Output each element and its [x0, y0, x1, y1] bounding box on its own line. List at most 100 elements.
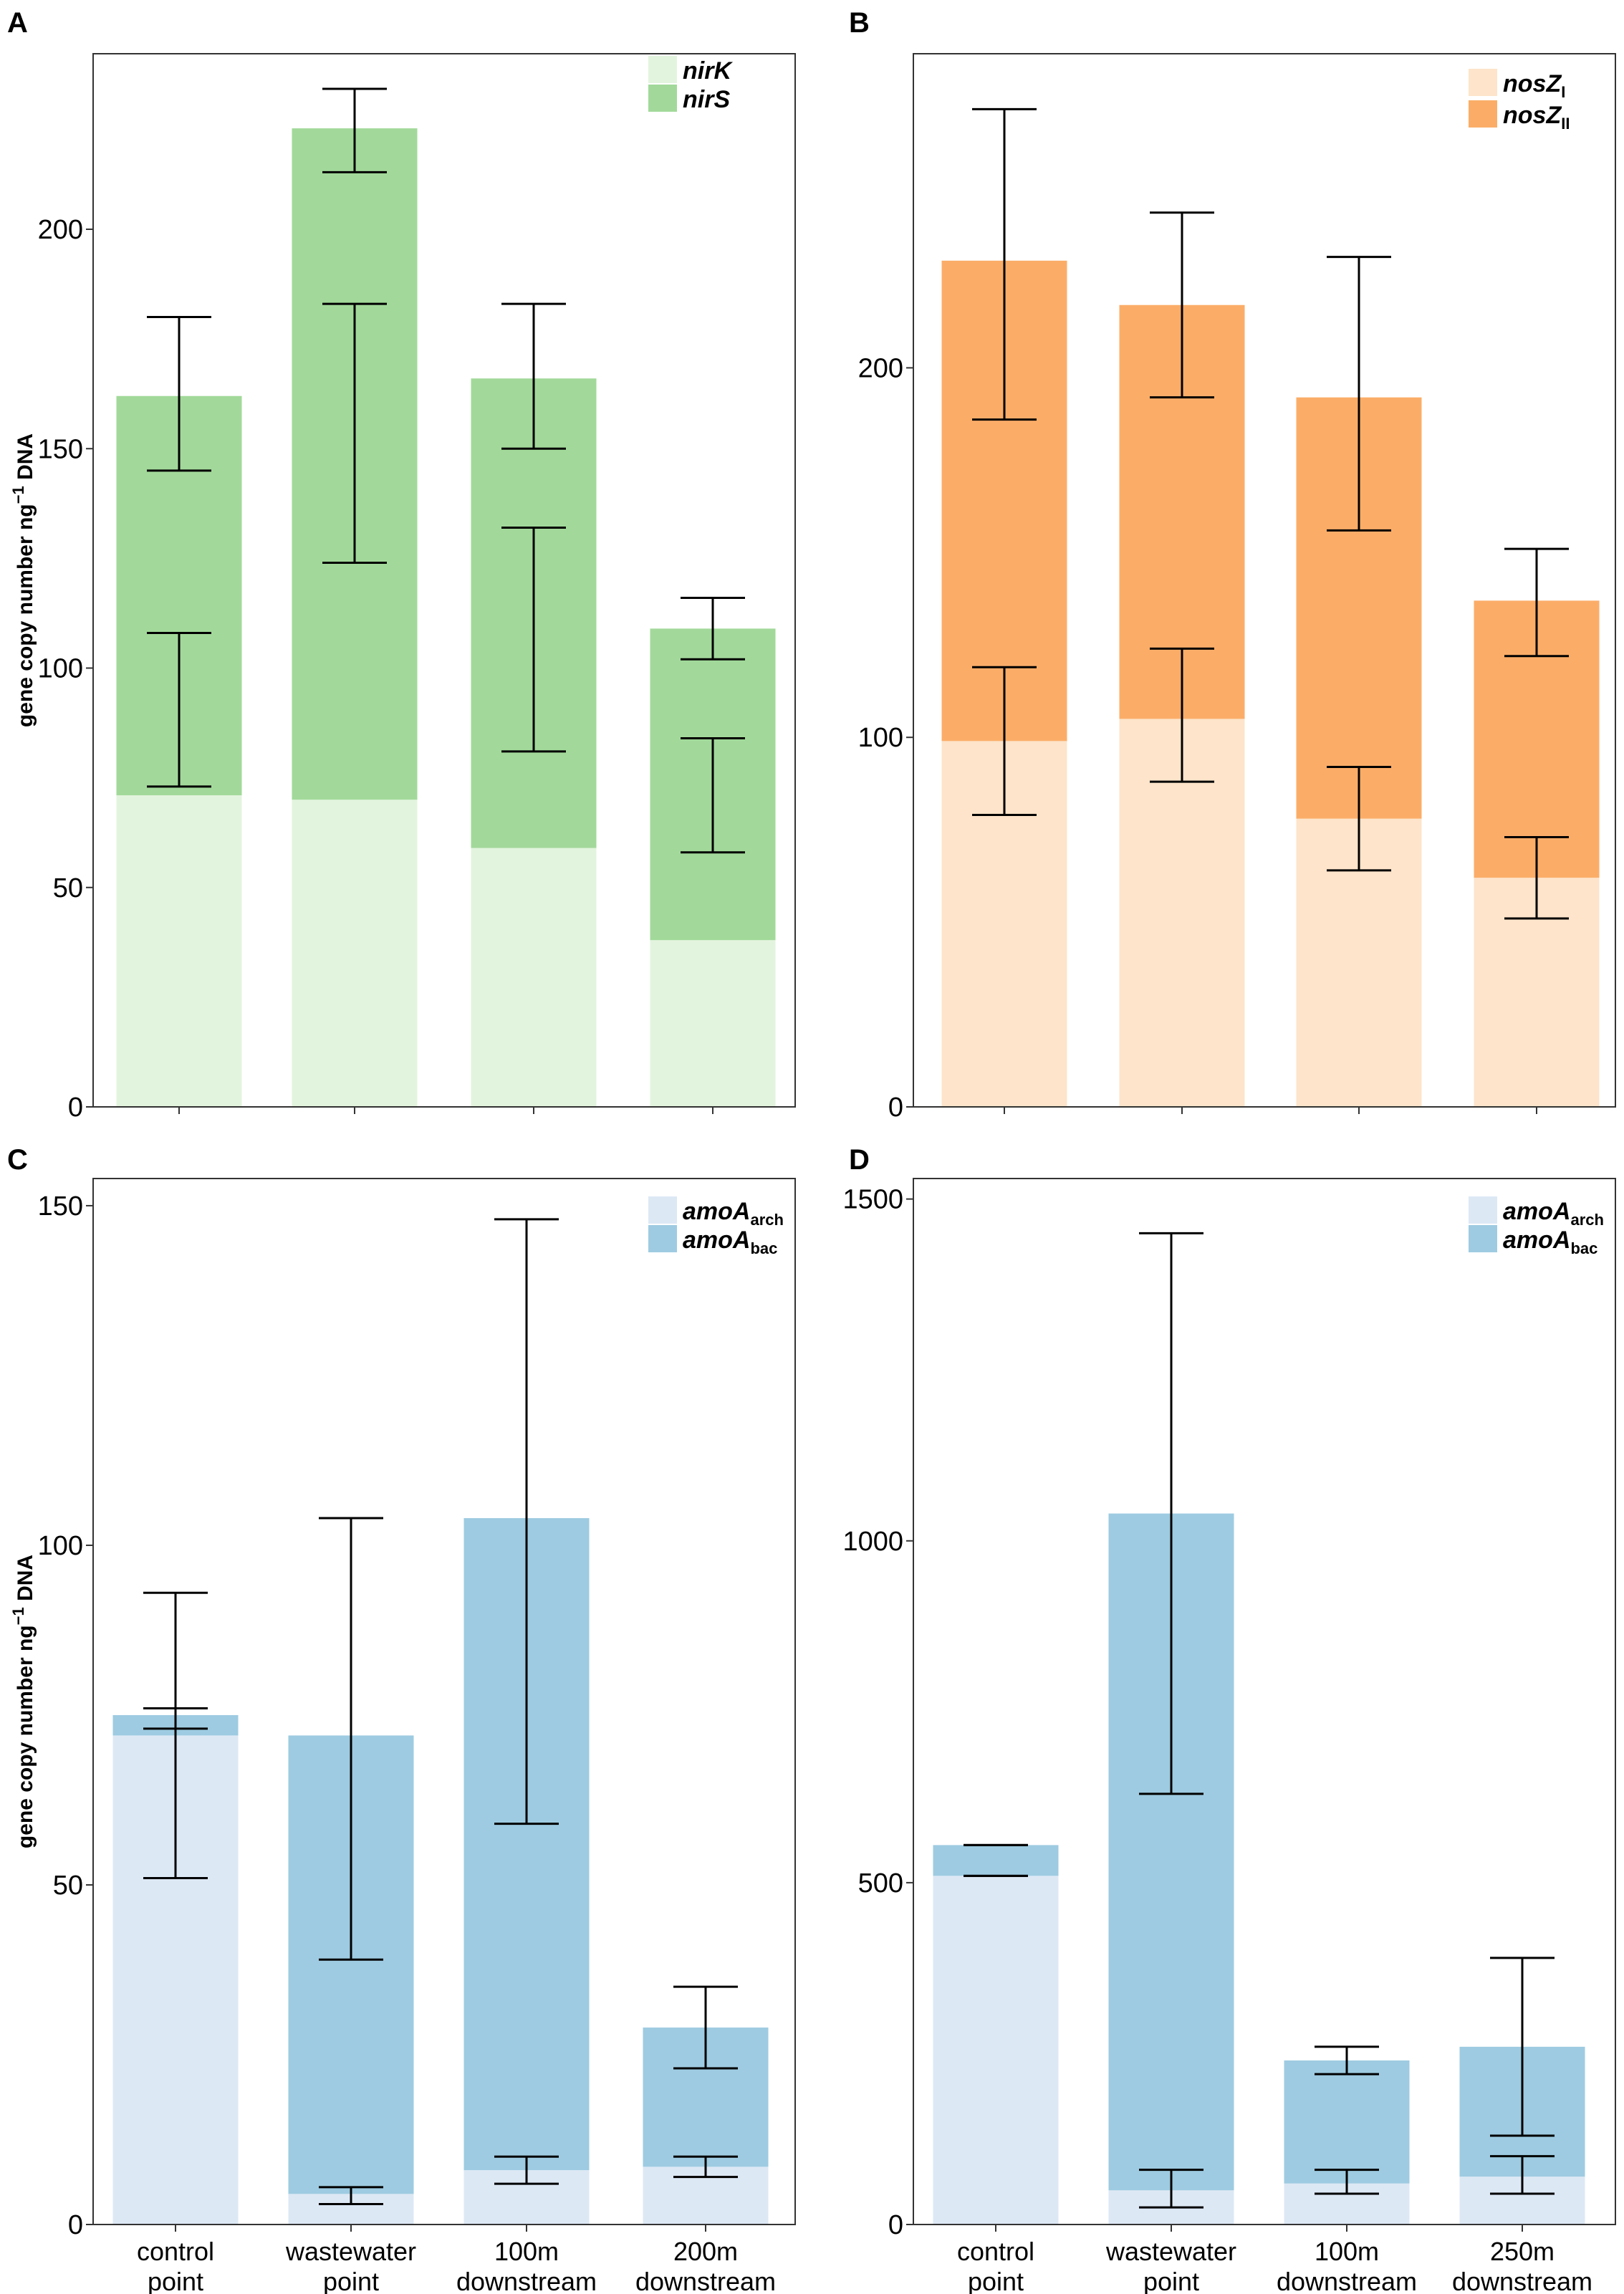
error-bar-nirK-4 [681, 597, 745, 661]
y-tick-label: 150 [38, 1191, 83, 1222]
legend-label-main: nosZ [1503, 70, 1562, 97]
x-tick-label-line: downstream [635, 2267, 776, 2294]
legend-label-nosZII: nosZII [1503, 102, 1570, 133]
bar-amoAbac-3 [1284, 2060, 1410, 2184]
x-tick-label-line: wastewater [285, 2237, 416, 2266]
error-bar-amoAarch-3 [1315, 2169, 1379, 2195]
error-bar-amoAbac-1 [143, 1707, 208, 1730]
error-bar-amoAarch-4 [673, 2155, 738, 2179]
error-bar-nirK-3 [501, 302, 566, 450]
legend-label-nirK: nirK [683, 57, 733, 85]
x-tick-label: 100m downstream [456, 2237, 597, 2294]
error-bar-nosZI-1 [972, 666, 1037, 817]
legend-label-nosZI: nosZI [1503, 70, 1565, 101]
legend-swatch-amoAarch [648, 1196, 677, 1224]
bar-nirK-2 [292, 800, 418, 1107]
plot-frame [92, 1178, 796, 2225]
panel-letter: C [7, 1144, 28, 1176]
y-tick-label: 50 [53, 873, 83, 903]
legend-swatch-amoAbac [648, 1225, 677, 1252]
x-tick-label: wastewater point [1105, 2237, 1236, 2294]
y-axis-title-main: gene copy number ng [14, 1625, 37, 1848]
x-tick-label: wastewater point [285, 2237, 416, 2294]
error-bar-amoAbac-3 [494, 1218, 559, 1825]
panel-letter: D [849, 1144, 870, 1176]
legend-label-amoAbac: amoAbac [1503, 1227, 1597, 1257]
y-tick-label: 100 [38, 654, 83, 684]
legend-swatch-nosZI [1469, 69, 1497, 96]
error-bar-nosZI-4 [1504, 835, 1569, 920]
x-tick-label: control point [957, 2237, 1034, 2294]
error-bar-amoAbac-3 [1315, 2045, 1379, 2075]
bar-nirK-4 [650, 940, 776, 1107]
legend-label-main: amoA [1503, 1227, 1570, 1254]
bar-amoAarch-1 [933, 1876, 1059, 2225]
legend-label-main: nirK [683, 57, 733, 85]
error-bar-nirK-1 [147, 316, 211, 472]
error-bar-nirS-1 [147, 632, 211, 788]
legend-label-main: amoA [683, 1198, 750, 1225]
legend-swatch-nosZII [1469, 100, 1497, 128]
error-bar-amoAbac-2 [319, 1517, 383, 1961]
error-bar-amoAarch-1 [143, 1591, 208, 1879]
legend-label-main: amoA [1503, 1198, 1570, 1225]
error-bar-nosZII-2 [1150, 211, 1214, 399]
x-tick-label-line: downstream [1452, 2267, 1592, 2294]
bar-nirK-3 [471, 848, 597, 1107]
error-bar-nosZII-4 [1504, 547, 1569, 658]
x-tick-label: control point [137, 2237, 214, 2294]
error-bar-nirS-3 [501, 527, 566, 753]
x-tick-label-line: wastewater [1105, 2237, 1236, 2266]
y-tick-label: 150 [38, 434, 83, 464]
error-bar-nosZI-2 [1150, 647, 1214, 783]
error-bar-nosZII-1 [972, 107, 1037, 421]
error-bar-amoAbac-4 [1490, 1957, 1555, 2137]
x-tick-label-line: 100m [1315, 2237, 1379, 2266]
y-axis-title-main: gene copy number ng [14, 504, 37, 727]
panel-letter: B [849, 7, 870, 39]
y-axis-title-sup: −1 [9, 486, 27, 504]
legend-label-sub: arch [1570, 1211, 1603, 1229]
y-axis-title: gene copy number ng−1 DNA [9, 1555, 37, 1848]
error-bar-amoAarch-4 [1490, 2155, 1555, 2195]
error-bar-nirS-4 [681, 737, 745, 854]
error-bar-nosZI-3 [1327, 765, 1391, 872]
legend-label-sub: I [1561, 83, 1565, 101]
error-bar-amoAarch-3 [494, 2155, 559, 2185]
x-tick-label-line: control [137, 2237, 214, 2266]
error-bar-nosZII-3 [1327, 256, 1391, 532]
x-tick-label-line: point [323, 2267, 379, 2294]
x-tick-label-line: point [968, 2267, 1024, 2294]
y-tick-label: 0 [888, 2210, 903, 2240]
x-tick-label-line: downstream [456, 2267, 597, 2294]
legend-label-amoAarch: amoAarch [1503, 1198, 1604, 1229]
x-tick-label-line: 250m [1490, 2237, 1555, 2266]
error-bar-amoAarch-2 [319, 2186, 383, 2206]
y-tick-label: 0 [68, 2210, 83, 2240]
y-tick-label: 1500 [842, 1185, 903, 1215]
y-tick-label: 0 [68, 1093, 83, 1123]
plot-frame [92, 53, 796, 1108]
y-tick-label: 0 [888, 1093, 903, 1123]
legend-label-sub: II [1561, 115, 1570, 133]
y-axis-title-tail: DNA [14, 433, 37, 486]
x-tick-label-line: downstream [1277, 2267, 1417, 2294]
legend-label-amoAarch: amoAarch [683, 1198, 784, 1229]
legend-label-main: nirS [683, 86, 730, 113]
x-tick-label-line: control [957, 2237, 1034, 2266]
legend-label-main: nosZ [1503, 102, 1562, 129]
error-bar-amoAbac-4 [673, 1985, 738, 2070]
y-axis-title-tail: DNA [14, 1555, 37, 1607]
plot-frame [913, 53, 1616, 1108]
y-tick-label: 50 [53, 1871, 83, 1901]
x-tick-label-line: point [148, 2267, 203, 2294]
y-tick-label: 200 [858, 353, 903, 383]
legend-label-sub: bac [750, 1239, 777, 1257]
bar-nirK-1 [116, 795, 242, 1107]
legend-label-nirS: nirS [683, 86, 730, 113]
x-tick-label-line: point [1143, 2267, 1199, 2294]
